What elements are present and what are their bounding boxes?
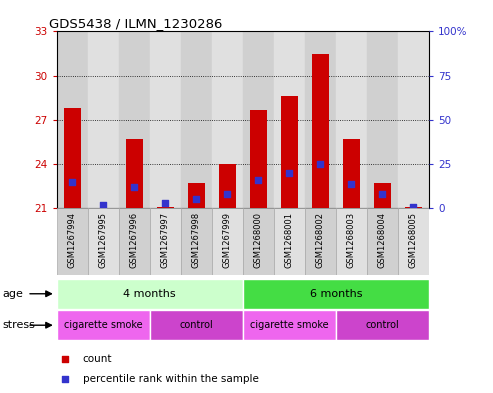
Text: percentile rank within the sample: percentile rank within the sample	[83, 374, 259, 384]
Text: cigarette smoke: cigarette smoke	[250, 320, 329, 330]
Point	[379, 191, 387, 197]
Text: age: age	[2, 289, 23, 299]
Text: GDS5438 / ILMN_1230286: GDS5438 / ILMN_1230286	[49, 17, 223, 30]
Text: count: count	[83, 354, 112, 364]
Bar	[57, 279, 243, 309]
Text: cigarette smoke: cigarette smoke	[64, 320, 142, 330]
Point	[410, 204, 418, 210]
Text: 6 months: 6 months	[310, 289, 362, 299]
Point	[285, 170, 293, 176]
Bar	[243, 31, 274, 208]
Point	[192, 196, 200, 203]
Point	[317, 161, 324, 167]
Text: GSM1267996: GSM1267996	[130, 212, 139, 268]
Bar	[405, 207, 422, 208]
Bar	[398, 31, 429, 208]
Bar	[305, 208, 336, 275]
Bar	[126, 139, 143, 208]
Text: GSM1268005: GSM1268005	[409, 212, 418, 268]
Bar	[398, 208, 429, 275]
Bar	[374, 183, 391, 208]
Text: GSM1267997: GSM1267997	[161, 212, 170, 268]
Bar	[57, 31, 88, 208]
Bar	[150, 208, 181, 275]
Bar	[212, 208, 243, 275]
Bar	[57, 310, 150, 340]
Bar	[188, 183, 205, 208]
Bar	[157, 207, 174, 208]
Bar	[243, 208, 274, 275]
Bar	[150, 310, 243, 340]
Text: GSM1268000: GSM1268000	[254, 212, 263, 268]
Bar	[88, 31, 119, 208]
Text: GSM1267994: GSM1267994	[68, 212, 77, 268]
Bar	[64, 108, 81, 208]
Bar	[212, 31, 243, 208]
Text: GSM1268001: GSM1268001	[285, 212, 294, 268]
Point	[348, 180, 355, 187]
Bar	[243, 279, 429, 309]
Text: GSM1268003: GSM1268003	[347, 212, 356, 268]
Bar	[367, 31, 398, 208]
Bar	[119, 31, 150, 208]
Bar	[274, 31, 305, 208]
Point	[99, 202, 107, 208]
Bar	[312, 53, 329, 208]
Bar	[274, 208, 305, 275]
Point	[130, 184, 138, 190]
Bar	[336, 208, 367, 275]
Bar	[57, 208, 88, 275]
Bar	[367, 208, 398, 275]
Point	[161, 200, 169, 206]
Text: GSM1268004: GSM1268004	[378, 212, 387, 268]
Bar	[219, 164, 236, 208]
Bar	[243, 310, 336, 340]
Bar	[150, 31, 181, 208]
Point	[68, 178, 76, 185]
Text: GSM1268002: GSM1268002	[316, 212, 325, 268]
Bar	[336, 310, 429, 340]
Text: stress: stress	[2, 320, 35, 331]
Bar	[343, 139, 360, 208]
Text: GSM1267998: GSM1267998	[192, 212, 201, 268]
Point	[254, 177, 262, 183]
Text: GSM1267995: GSM1267995	[99, 212, 108, 268]
Bar	[305, 31, 336, 208]
Text: GSM1267999: GSM1267999	[223, 212, 232, 268]
Point	[223, 191, 231, 197]
Text: control: control	[365, 320, 399, 330]
Bar	[281, 96, 298, 208]
Bar	[250, 110, 267, 208]
Bar	[181, 208, 212, 275]
Bar	[336, 31, 367, 208]
Bar	[88, 208, 119, 275]
Text: 4 months: 4 months	[123, 289, 176, 299]
Bar	[181, 31, 212, 208]
Bar	[119, 208, 150, 275]
Text: control: control	[179, 320, 213, 330]
